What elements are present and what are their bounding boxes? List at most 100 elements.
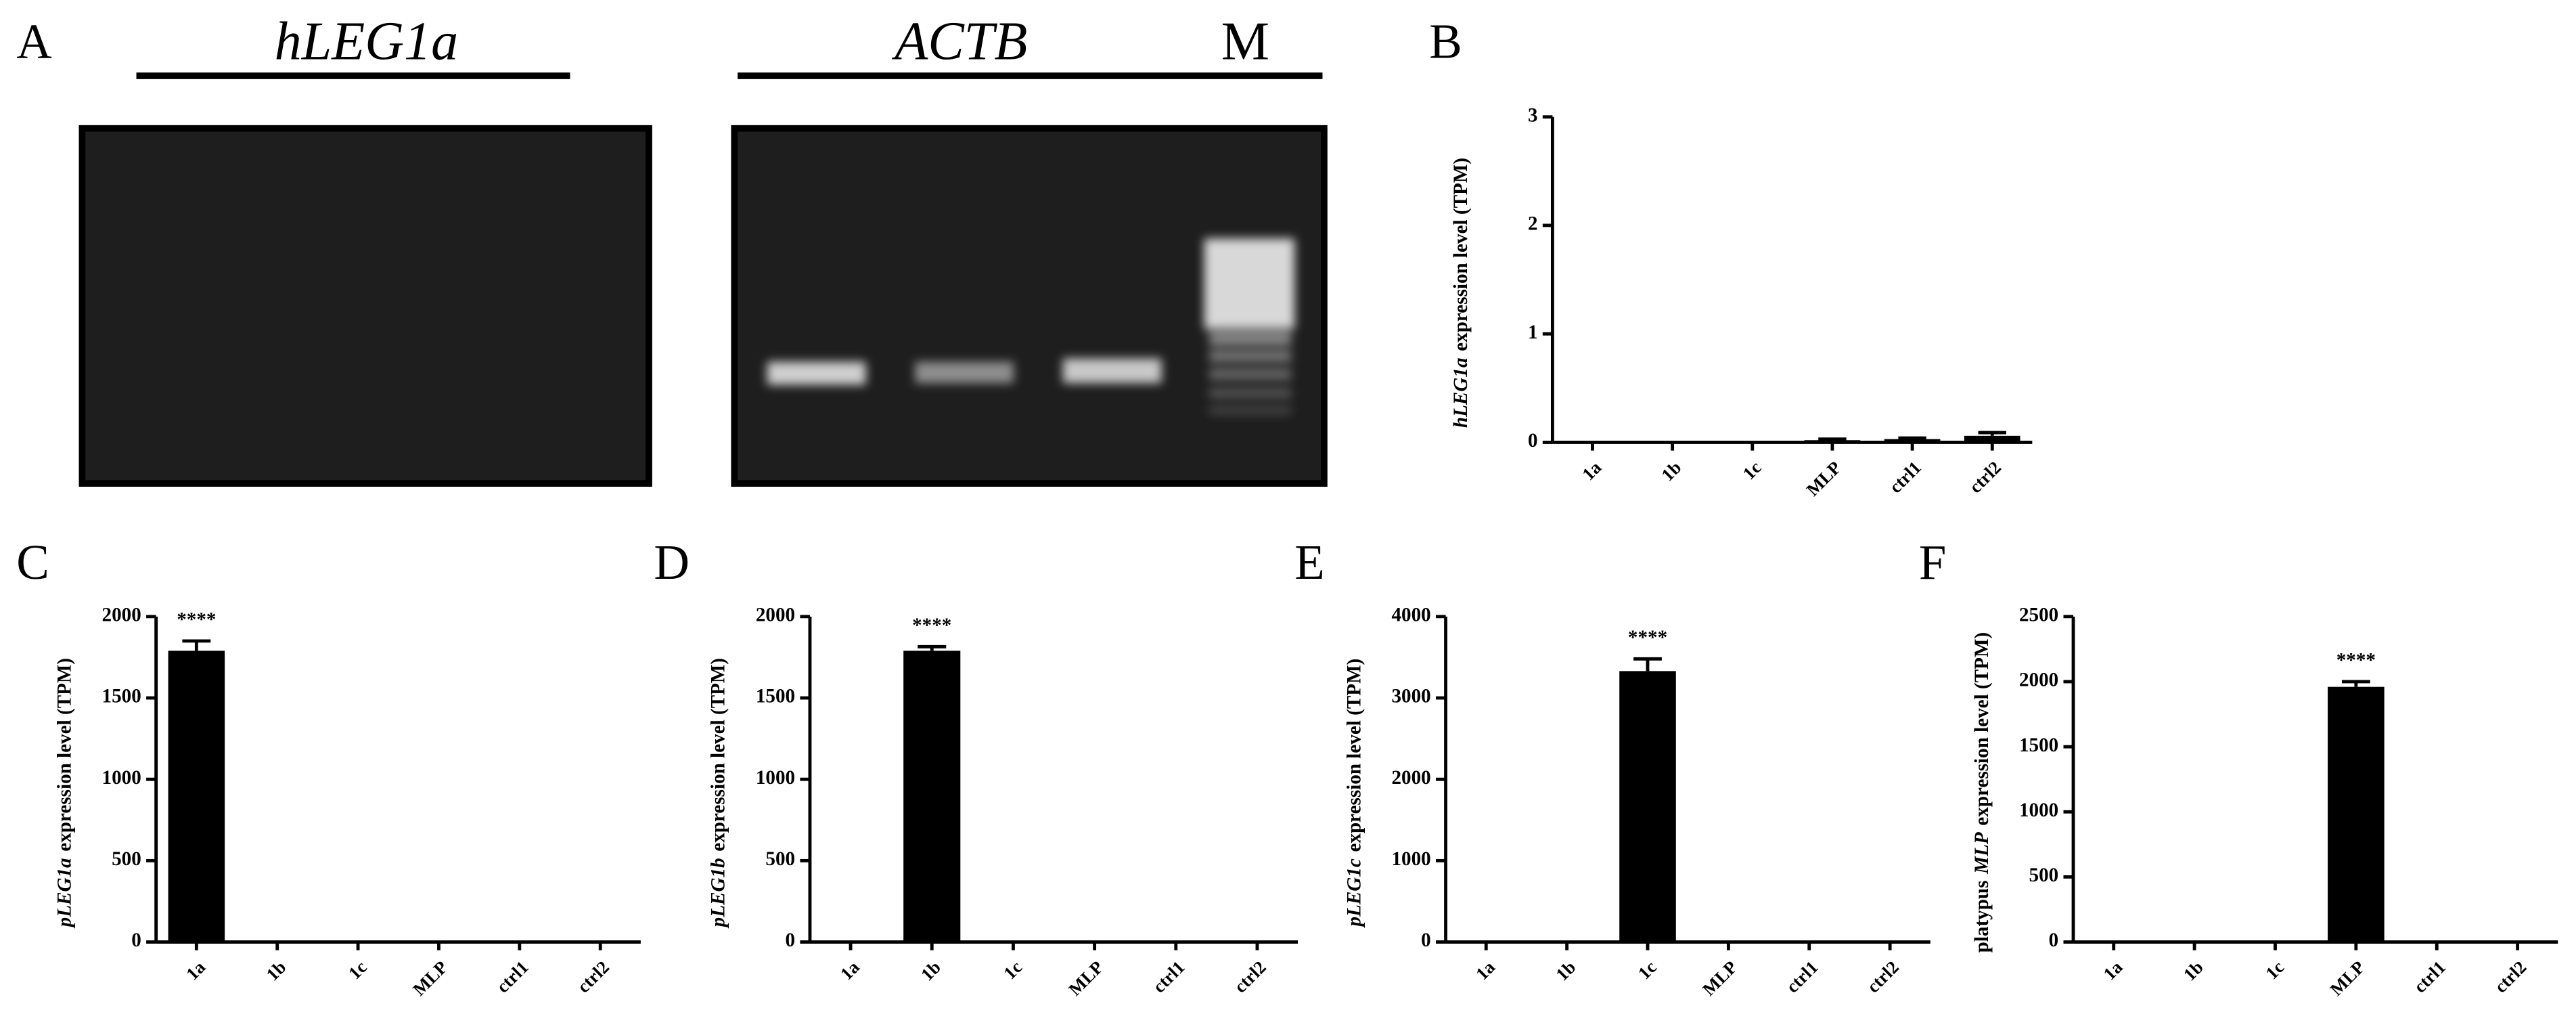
y-tick-label: 0 bbox=[1528, 430, 1538, 452]
y-axis-title-part: pLEG1c bbox=[1343, 858, 1365, 928]
x-tick-label: MLP bbox=[1803, 457, 1845, 500]
gel-title: ACTB bbox=[891, 12, 1027, 72]
band bbox=[767, 361, 866, 385]
x-tick-label: 1b bbox=[1552, 957, 1579, 984]
y-axis-title: pLEG1b expression level (TPM) bbox=[708, 658, 729, 929]
x-tick-label: 1b bbox=[2179, 957, 2207, 984]
y-tick-label: 1000 bbox=[2019, 799, 2058, 821]
gel-bands bbox=[767, 238, 1295, 415]
bar bbox=[903, 651, 961, 942]
y-tick-label: 1000 bbox=[102, 767, 141, 789]
y-tick-label: 3 bbox=[1528, 104, 1538, 126]
x-tick-label: 1c bbox=[1634, 957, 1660, 983]
y-tick-label: 1000 bbox=[1391, 848, 1430, 870]
y-tick-label: 3000 bbox=[1391, 686, 1430, 707]
panel-letter: A bbox=[16, 14, 52, 68]
y-tick-label: 0 bbox=[786, 929, 796, 951]
y-tick-label: 1500 bbox=[2019, 734, 2058, 756]
x-tick-label: MLP bbox=[1064, 957, 1107, 999]
y-axis-title-part: hLEG1a bbox=[1450, 357, 1472, 428]
band bbox=[1208, 388, 1292, 398]
x-tick-label: 1a bbox=[1472, 957, 1499, 984]
y-tick-label: 1500 bbox=[756, 686, 795, 707]
significance: **** bbox=[912, 615, 951, 636]
significance: **** bbox=[2336, 650, 2376, 672]
panel-letter: E bbox=[1294, 535, 1325, 590]
x-tick-label: 1b bbox=[262, 957, 290, 984]
panel-letter: D bbox=[654, 535, 690, 590]
y-tick-label: 500 bbox=[2029, 864, 2059, 886]
x-tick-label: 1c bbox=[344, 957, 371, 983]
y-axis-title-part: expression level (TPM) bbox=[53, 658, 75, 852]
x-tick-label: 1a bbox=[1578, 457, 1605, 484]
significance: **** bbox=[1628, 627, 1667, 649]
y-tick-label: 0 bbox=[2049, 929, 2059, 951]
x-tick-label: ctrl2 bbox=[573, 957, 613, 996]
y-axis-title-part: pLEG1b bbox=[708, 858, 729, 929]
x-tick-label: 1c bbox=[999, 957, 1026, 983]
panel-letter: B bbox=[1429, 14, 1462, 68]
y-axis-title-part: platypus bbox=[1971, 881, 1993, 953]
gel-marker-label: M bbox=[1221, 12, 1269, 72]
significance: **** bbox=[177, 609, 216, 630]
y-tick-label: 1500 bbox=[102, 686, 141, 707]
x-tick-label: MLP bbox=[409, 957, 451, 999]
band bbox=[915, 361, 1014, 384]
y-tick-label: 2500 bbox=[2019, 605, 2058, 626]
x-tick-label: ctrl1 bbox=[1149, 957, 1189, 996]
x-tick-label: 1a bbox=[182, 957, 209, 984]
bar bbox=[1804, 440, 1861, 443]
band bbox=[1062, 358, 1162, 384]
x-tick-label: ctrl2 bbox=[1230, 957, 1270, 996]
x-tick-label: ctrl1 bbox=[1782, 957, 1822, 996]
y-tick-label: 2000 bbox=[2019, 670, 2058, 691]
y-axis-title: platypus MLP expression level (TPM) bbox=[1971, 632, 1993, 953]
y-tick-label: 2000 bbox=[756, 605, 795, 626]
y-tick-label: 1000 bbox=[756, 767, 795, 789]
y-tick-label: 4000 bbox=[1391, 605, 1430, 626]
gel-image bbox=[78, 125, 652, 487]
band bbox=[1204, 238, 1295, 329]
x-tick-label: ctrl1 bbox=[493, 957, 533, 996]
x-tick-label: 1c bbox=[1739, 457, 1765, 483]
bar bbox=[2328, 686, 2385, 942]
y-tick-label: 1 bbox=[1528, 322, 1538, 343]
x-tick-label: MLP bbox=[1698, 957, 1741, 999]
y-tick-label: 0 bbox=[1421, 929, 1431, 951]
y-tick-label: 500 bbox=[765, 848, 795, 870]
x-tick-label: ctrl1 bbox=[2410, 957, 2449, 996]
x-tick-label: 1b bbox=[1657, 457, 1685, 485]
bar bbox=[1619, 671, 1676, 942]
band bbox=[1208, 406, 1292, 415]
y-axis-title-part: MLP bbox=[1971, 832, 1993, 875]
panel-letter: F bbox=[1919, 535, 1947, 590]
y-axis-title: pLEG1a expression level (TPM) bbox=[53, 658, 75, 929]
x-tick-label: 1a bbox=[836, 957, 863, 984]
y-axis-title-part: expression level (TPM) bbox=[708, 658, 729, 852]
panel-letter: C bbox=[16, 535, 49, 590]
y-axis-title: hLEG1a expression level (TPM) bbox=[1450, 158, 1472, 428]
y-tick-label: 2 bbox=[1528, 213, 1538, 235]
gel-title: hLEG1a bbox=[275, 12, 459, 72]
y-axis-title-part: pLEG1a bbox=[53, 858, 75, 929]
bar bbox=[1884, 439, 1941, 443]
x-tick-label: ctrl2 bbox=[2490, 957, 2530, 996]
y-tick-label: 0 bbox=[131, 929, 141, 951]
x-tick-label: 1a bbox=[2099, 957, 2126, 984]
y-tick-label: 2000 bbox=[102, 605, 141, 626]
y-tick-label: 2000 bbox=[1391, 767, 1430, 789]
y-axis-title-part: expression level (TPM) bbox=[1343, 659, 1365, 852]
y-tick-label: 500 bbox=[112, 848, 141, 870]
x-tick-label: 1b bbox=[917, 957, 945, 984]
bar bbox=[1964, 435, 2020, 443]
band bbox=[1208, 332, 1292, 346]
band bbox=[1208, 350, 1292, 362]
bar bbox=[168, 651, 225, 942]
x-tick-label: 1c bbox=[2261, 957, 2288, 983]
y-axis-title: pLEG1c expression level (TPM) bbox=[1343, 659, 1365, 929]
y-axis-title-part: expression level (TPM) bbox=[1450, 158, 1472, 351]
x-tick-label: ctrl2 bbox=[1965, 457, 2005, 497]
y-axis-title-part: expression level (TPM) bbox=[1971, 632, 1993, 826]
